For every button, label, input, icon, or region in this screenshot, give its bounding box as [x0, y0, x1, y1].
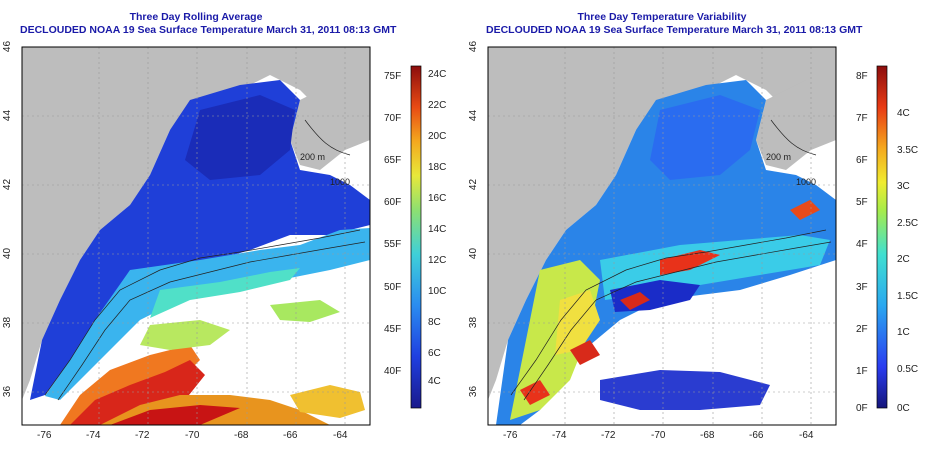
right-colorbar	[876, 65, 888, 409]
cb-label: 2F	[856, 324, 868, 335]
cb-label: 2C	[897, 254, 910, 265]
contour-1000m	[57, 241, 366, 401]
left-contour-label-200: 200 m	[300, 152, 325, 162]
cb-label: 4C	[428, 376, 441, 387]
cb-label: 20C	[428, 131, 447, 142]
left-panel-title: Three Day Rolling Average	[129, 11, 263, 23]
contour-200m	[44, 229, 361, 396]
right-y-tick: 40	[468, 247, 480, 260]
cb-label: 24C	[428, 69, 447, 80]
cb-label: 1.5C	[897, 291, 919, 302]
cb-label: 6F	[856, 155, 868, 166]
left-map-frame	[21, 46, 371, 426]
cb-label: 14C	[428, 224, 447, 235]
cb-label: 0F	[856, 403, 868, 414]
right-y-tick: 44	[468, 109, 480, 122]
left-x-tick: -70	[185, 430, 200, 441]
cb-label: 3.5C	[897, 145, 919, 156]
left-contour-label-1000: 1000	[330, 177, 350, 187]
nova-scotia	[290, 78, 370, 170]
left-y-tick: 42	[2, 178, 14, 191]
left-panel-subtitle: DECLOUDED NOAA 19 Sea Surface Temperatur…	[20, 24, 397, 36]
left-y-tick: 38	[2, 316, 14, 329]
cb-label: 22C	[428, 100, 447, 111]
cb-label: 12C	[428, 255, 447, 266]
left-x-tick: -68	[234, 430, 249, 441]
right-y-tick: 46	[468, 40, 480, 53]
cb-label: 5F	[856, 197, 868, 208]
cb-label: 3F	[856, 282, 868, 293]
right-panel-subtitle: DECLOUDED NOAA 19 Sea Surface Temperatur…	[486, 24, 863, 36]
cold-water	[30, 80, 370, 400]
right-x-tick: -70	[651, 430, 666, 441]
cb-label: 50F	[384, 282, 402, 293]
right-y-tick: 36	[468, 385, 480, 398]
cb-label: 16C	[428, 193, 447, 204]
cb-label: 6C	[428, 348, 441, 359]
right-contour-label-1000: 1000	[796, 177, 816, 187]
right-contour-label-200: 200 m	[766, 152, 791, 162]
right-y-tick: 42	[468, 178, 480, 191]
cb-label: 1C	[897, 327, 910, 338]
cb-label: 65F	[384, 155, 402, 166]
left-colorbar	[410, 65, 422, 409]
cb-label: 7F	[856, 113, 868, 124]
cb-label: 45F	[384, 324, 402, 335]
left-y-tick: 36	[2, 385, 14, 398]
right-y-tick: 38	[468, 316, 480, 329]
cb-label: 8F	[856, 71, 868, 82]
right-map-frame	[487, 46, 837, 426]
cb-label: 4C	[897, 108, 910, 119]
left-x-tick: -64	[333, 430, 348, 441]
left-x-tick: -74	[86, 430, 101, 441]
left-y-tick: 44	[2, 109, 14, 122]
cb-label: 75F	[384, 71, 402, 82]
right-x-tick: -74	[552, 430, 567, 441]
cb-label: 2.5C	[897, 218, 919, 229]
cb-label: 8C	[428, 317, 441, 328]
right-x-tick: -76	[503, 430, 518, 441]
right-map	[488, 47, 836, 425]
cb-label: 0.5C	[897, 364, 919, 375]
right-x-tick: -64	[799, 430, 814, 441]
cb-label: 3C	[897, 181, 910, 192]
cb-label: 10C	[428, 286, 447, 297]
left-x-tick: -66	[283, 430, 298, 441]
cb-label: 40F	[384, 366, 402, 377]
right-x-tick: -66	[749, 430, 764, 441]
cb-label: 60F	[384, 197, 402, 208]
left-y-tick: 40	[2, 247, 14, 260]
cb-label: 55F	[384, 239, 402, 250]
right-panel-title: Three Day Temperature Variability	[577, 11, 747, 23]
cb-label: 70F	[384, 113, 402, 124]
left-x-tick: -76	[37, 430, 52, 441]
cb-label: 4F	[856, 239, 868, 250]
land-mass	[22, 47, 370, 400]
left-x-tick: -72	[135, 430, 150, 441]
cb-label: 1F	[856, 366, 868, 377]
cb-label: 0C	[897, 403, 910, 414]
right-x-tick: -72	[601, 430, 616, 441]
left-y-tick: 46	[2, 40, 14, 53]
right-x-tick: -68	[700, 430, 715, 441]
left-map	[22, 47, 370, 425]
cb-label: 18C	[428, 162, 447, 173]
